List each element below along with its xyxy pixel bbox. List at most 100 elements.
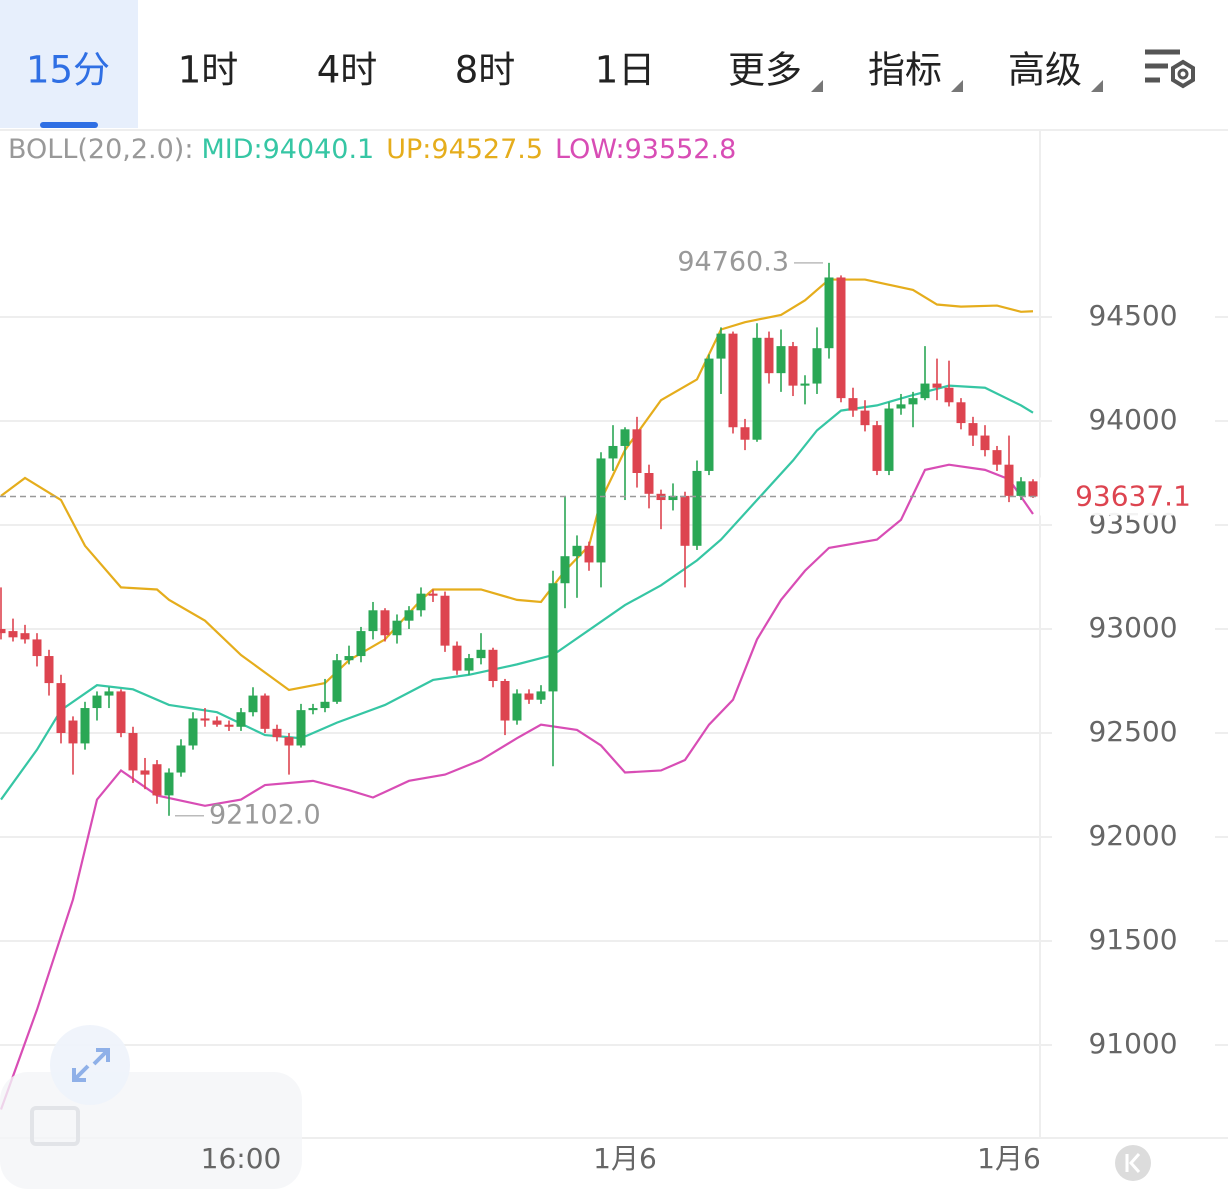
candle-body <box>872 425 882 471</box>
candle-body <box>32 639 42 657</box>
candle-body <box>1028 481 1038 497</box>
candle-body <box>368 610 378 632</box>
menu-caret <box>811 80 823 92</box>
active-tab-indicator <box>40 122 98 128</box>
candle-body <box>668 495 678 501</box>
candle-body <box>464 658 474 671</box>
candle-body <box>476 649 486 659</box>
candle-body <box>344 656 354 661</box>
candle-body <box>716 333 726 359</box>
candle-body <box>488 649 498 682</box>
candle-body <box>512 693 522 721</box>
candle-body <box>356 631 366 657</box>
candle-body <box>164 772 174 796</box>
legend-entry: LOW:93552.8 <box>555 134 736 165</box>
tab[interactable]: 8时 <box>455 49 516 92</box>
candle-body <box>200 718 210 721</box>
candle-body <box>584 545 594 563</box>
candle-body <box>404 610 414 621</box>
candle-body <box>80 708 90 744</box>
candle-body <box>980 435 990 451</box>
last-price-box <box>1040 477 1200 516</box>
x-tick-label: 1月6 <box>593 1142 657 1175</box>
indicator-label: BOLL(20,2.0): <box>8 134 193 165</box>
tab[interactable]: 1时 <box>178 49 239 92</box>
scroll-latest-icon <box>1125 1153 1141 1173</box>
x-tick-label: 1月6 <box>977 1142 1041 1175</box>
candle-body <box>248 695 258 713</box>
tab[interactable]: 指标 <box>868 49 942 92</box>
candle-body <box>332 660 342 702</box>
candle-body <box>152 764 162 796</box>
tab[interactable]: 4时 <box>317 49 378 92</box>
candle-body <box>548 583 558 692</box>
candle-body <box>1016 481 1026 496</box>
candle-body <box>560 556 570 584</box>
candle-body <box>800 383 810 386</box>
y-tick-label: 91000 <box>1088 1027 1177 1060</box>
candle-body <box>728 333 738 428</box>
expand-button[interactable] <box>50 1025 130 1105</box>
candle-body <box>452 645 462 671</box>
legend-entry: UP:94527.5 <box>386 134 543 165</box>
candle-body <box>920 383 930 399</box>
candle-body <box>104 691 114 696</box>
candle-body <box>824 277 834 349</box>
candle-body <box>176 745 186 773</box>
candle-body <box>812 348 822 384</box>
annotation-label: 92102.0 <box>209 799 321 830</box>
candle-body <box>956 402 966 424</box>
tab[interactable]: 更多 <box>728 49 802 92</box>
annotation-label: 94760.3 <box>677 246 789 277</box>
candle-body <box>644 473 654 494</box>
candle-body <box>8 631 18 638</box>
y-tick-label: 92500 <box>1088 715 1177 748</box>
candle-body <box>116 691 126 734</box>
candle-body <box>272 728 282 738</box>
candle-body <box>140 770 150 775</box>
tab[interactable]: 1日 <box>595 49 656 92</box>
mini-icon <box>30 1106 80 1146</box>
candle-body <box>20 633 30 640</box>
candle-body <box>896 404 906 409</box>
candle-body <box>236 712 246 727</box>
last-price-label: 93637.1 <box>1075 479 1191 512</box>
boll-line <box>0 463 1034 1110</box>
candle-body <box>836 277 846 399</box>
candle-body <box>1004 464 1014 496</box>
candle-body <box>740 427 750 440</box>
menu-caret <box>1091 80 1103 92</box>
candle-body <box>752 337 762 440</box>
candle-body <box>620 429 630 446</box>
active-tab-bg <box>0 0 138 128</box>
tab[interactable]: 高级 <box>1008 49 1082 92</box>
candle-body <box>908 398 918 405</box>
candle-body <box>308 708 318 711</box>
candle-body <box>56 683 66 734</box>
settings-icon[interactable] <box>1145 49 1195 89</box>
plot <box>0 262 1228 1110</box>
candle-body <box>968 423 978 436</box>
candle-body <box>944 387 954 403</box>
candle-body <box>392 620 402 636</box>
candle-body <box>188 718 198 746</box>
candle-body <box>536 691 546 700</box>
candle-body <box>68 720 78 744</box>
candle-body <box>848 398 858 411</box>
candle-body <box>260 695 270 729</box>
candle-body <box>416 593 426 611</box>
y-tick-label: 93000 <box>1088 611 1177 644</box>
candle-body <box>692 470 702 546</box>
menu-caret <box>951 80 963 92</box>
tab[interactable]: 15分 <box>26 49 110 92</box>
candle-body <box>572 545 582 557</box>
candle-body <box>596 458 606 563</box>
y-tick-label: 92000 <box>1088 819 1177 852</box>
candle-body <box>380 610 390 636</box>
candle-body <box>524 693 534 700</box>
candle-body <box>680 495 690 546</box>
candle-body <box>440 595 450 646</box>
candle-body <box>44 656 54 684</box>
legend-entry: MID:94040.1 <box>201 134 374 165</box>
candle-body <box>860 410 870 426</box>
